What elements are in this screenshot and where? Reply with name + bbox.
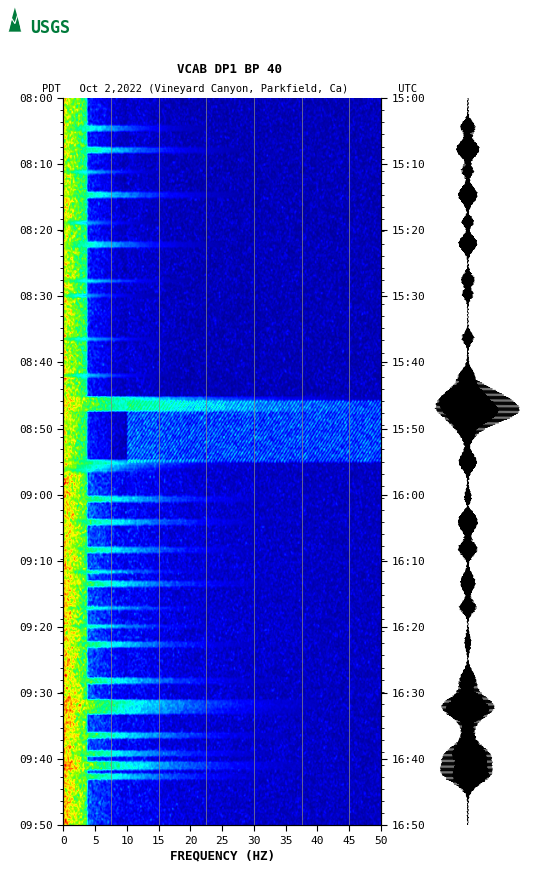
Text: VCAB DP1 BP 40: VCAB DP1 BP 40: [177, 62, 282, 76]
X-axis label: FREQUENCY (HZ): FREQUENCY (HZ): [169, 850, 275, 863]
Text: PDT   Oct 2,2022 (Vineyard Canyon, Parkfield, Ca)        UTC: PDT Oct 2,2022 (Vineyard Canyon, Parkfie…: [41, 84, 417, 94]
Polygon shape: [8, 7, 22, 32]
Text: USGS: USGS: [30, 19, 70, 37]
